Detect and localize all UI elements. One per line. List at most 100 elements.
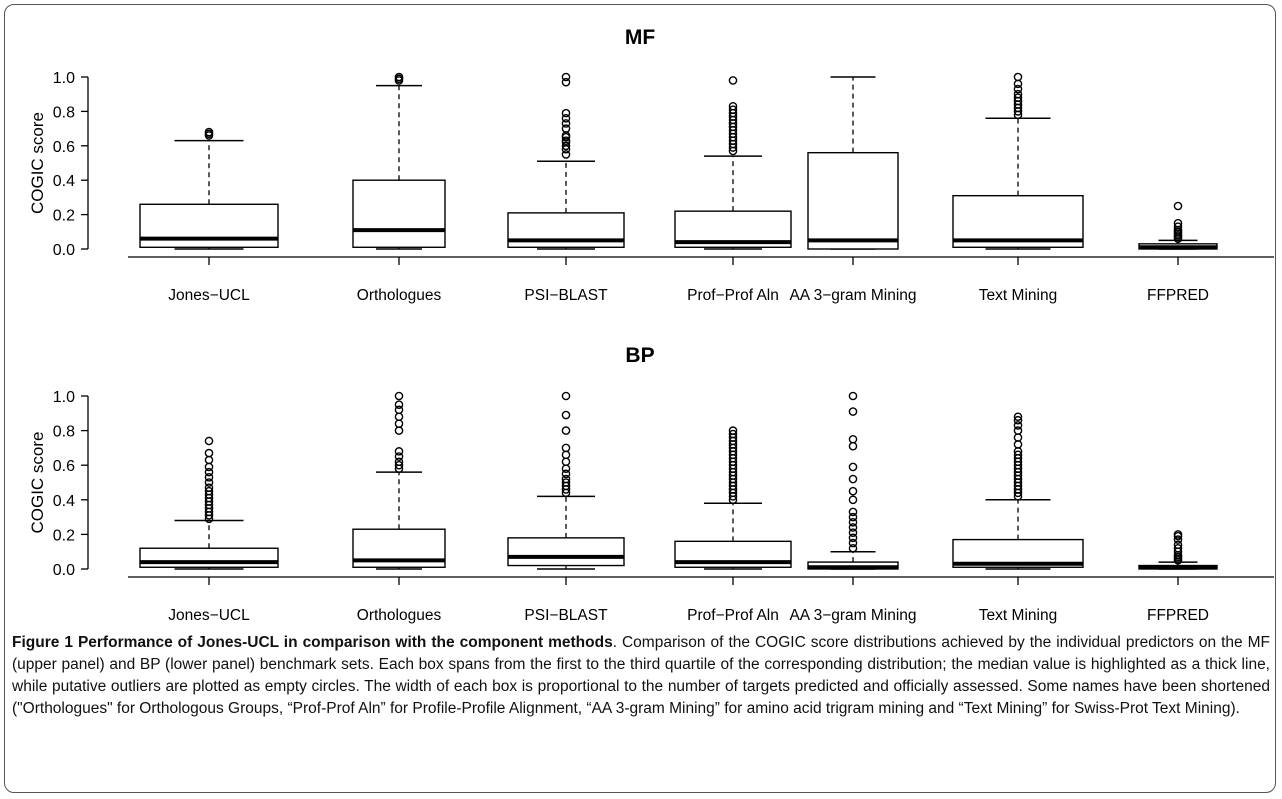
bp-outlier-point — [1013, 450, 1023, 460]
bp-outlier-point — [848, 507, 858, 517]
bp-outlier-point — [561, 478, 571, 487]
bp-category-label: Text Mining — [979, 607, 1057, 624]
bp-outlier-point — [204, 467, 214, 477]
mf-y-tick-label: 0.0 — [53, 242, 75, 259]
figure-charts: MF COGIC score 0.0 0.2 0.4 0.6 0.8 1.0 Jones−UCL… — [28, 26, 1274, 624]
bp-outlier-point — [848, 523, 858, 532]
bp-outlier-point — [394, 460, 404, 470]
mf-outlier-point — [561, 77, 571, 87]
bp-category-label: Jones−UCL — [168, 607, 250, 624]
mf-outlier-point — [1013, 93, 1023, 102]
bp-outlier-point — [1173, 530, 1183, 539]
mf-outlier-point — [561, 113, 571, 123]
mf-y-tick-label: 0.8 — [53, 104, 75, 121]
mf-category-label: Jones−UCL — [168, 287, 250, 304]
bp-outlier-point — [394, 452, 404, 461]
caption-label: Figure 1 Performance of Jones-UCL in com… — [12, 634, 613, 651]
bp-outlier-point — [394, 391, 404, 401]
mf-outlier-point — [1173, 222, 1183, 231]
bp-outlier-point — [561, 474, 571, 484]
bp-outlier-point — [848, 462, 858, 472]
bp-outlier-point — [848, 486, 858, 496]
mf-category-label: AA 3−gram Mining — [789, 287, 916, 304]
bp-outlier-point — [561, 457, 571, 467]
bp-outlier-point — [1013, 426, 1023, 435]
mf-y-tick-label: 0.6 — [53, 139, 75, 156]
caption-text: . Comparison of the COGIC score distribu… — [12, 634, 1270, 717]
bp-outlier-point — [561, 450, 571, 460]
mf-y-tick-label: 1.0 — [53, 70, 75, 87]
bp-outlier-point — [204, 436, 214, 446]
bp-outlier-point — [848, 533, 858, 543]
bp-outlier-point — [1013, 415, 1023, 425]
mf-y-axis-label: COGIC score — [28, 112, 47, 214]
bp-outlier-point — [561, 443, 571, 453]
bp-y-tick-label: 0.6 — [53, 458, 75, 475]
bp-outlier-point — [848, 407, 858, 416]
bp-outlier-point — [848, 528, 858, 537]
mf-outlier-point — [728, 101, 738, 111]
mf-outlier-point — [1173, 218, 1183, 228]
bp-outlier-point — [561, 391, 571, 401]
mf-outlier-point — [1013, 89, 1023, 99]
mf-category-label: PSI−BLAST — [524, 287, 608, 304]
mf-outlier-point — [1173, 201, 1183, 211]
bp-outlier-point — [394, 447, 404, 456]
bp-outlier-point — [204, 473, 214, 482]
bp-y-tick-label: 0.8 — [53, 424, 75, 441]
bp-outlier-point — [1173, 540, 1183, 550]
mf-chart-title: MF — [625, 26, 655, 49]
bp-outlier-point — [394, 412, 404, 422]
bp-outlier-point — [1013, 421, 1023, 430]
mf-outlier-point — [561, 136, 571, 145]
bp-outlier-point — [1173, 535, 1183, 544]
bp-outlier-point — [728, 426, 738, 435]
bp-box — [139, 547, 279, 568]
bp-outlier-point — [561, 469, 571, 479]
bp-category-label: Prof−Prof Aln — [687, 607, 779, 624]
mf-outlier-point — [728, 76, 738, 85]
bp-outlier-point — [204, 462, 214, 472]
bp-outlier-point — [204, 455, 214, 465]
bp-outlier-point — [848, 543, 858, 553]
bp-category-label: FFPRED — [1147, 607, 1209, 624]
bp-y-tick-label: 1.0 — [53, 389, 75, 406]
bp-outlier-point — [394, 457, 404, 467]
mf-category-label: Orthologues — [357, 287, 442, 304]
bp-outlier-point — [848, 538, 858, 548]
mf-outlier-point — [561, 119, 571, 128]
mf-outlier-point — [561, 72, 571, 82]
bp-category-label: PSI−BLAST — [524, 607, 608, 624]
mf-outlier-point — [204, 127, 214, 137]
bp-box — [507, 537, 625, 567]
mf-outlier-point — [561, 141, 571, 151]
bp-outlier-point — [561, 410, 571, 420]
mf-outlier-point — [728, 105, 738, 114]
mf-outlier-point — [561, 108, 571, 118]
bp-outlier-point — [561, 464, 571, 473]
mf-box — [352, 179, 446, 248]
bp-outlier-point — [848, 441, 858, 451]
bp-outlier-point — [204, 483, 214, 492]
bp-chart-title: BP — [625, 344, 654, 367]
bp-outlier-point — [848, 517, 858, 527]
bp-category-label: Orthologues — [357, 607, 442, 624]
bp-outlier-point — [728, 429, 738, 439]
bp-outlier-point — [204, 478, 214, 487]
bp-outlier-point — [848, 495, 858, 505]
bp-outlier-point — [1013, 433, 1023, 442]
mf-outlier-point — [1013, 79, 1023, 89]
bp-outlier-point — [394, 400, 404, 409]
mf-outlier-point — [561, 124, 571, 133]
bp-outlier-point — [204, 486, 214, 496]
mf-category-label: FFPRED — [1147, 287, 1209, 304]
bp-outlier-point — [848, 391, 858, 401]
bp-outlier-point — [394, 426, 404, 435]
figure-caption: Figure 1 Performance of Jones-UCL in com… — [12, 632, 1270, 720]
figure-frame — [4, 4, 1276, 793]
bp-outlier-point — [1013, 412, 1023, 422]
mf-y-tick-label: 0.2 — [53, 208, 75, 225]
mf-box — [139, 203, 279, 248]
bp-y-axis-label: COGIC score — [28, 431, 47, 533]
mf-y-tick-label: 0.4 — [53, 173, 75, 190]
